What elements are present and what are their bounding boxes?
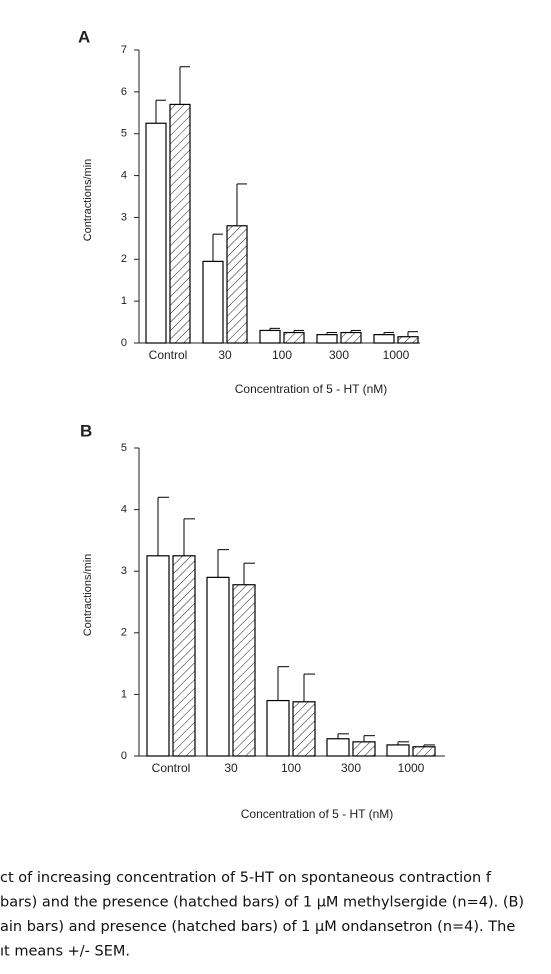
bar	[172, 555, 196, 757]
bar	[169, 103, 191, 344]
bar	[259, 329, 281, 344]
x-tick-label: 100	[272, 348, 292, 362]
y-axis-label: Contractions/min	[82, 159, 94, 242]
bar	[145, 122, 167, 344]
panel-label: A	[78, 27, 90, 46]
caption-line: ct of increasing concentration of 5-HT o…	[0, 870, 492, 886]
panel-label: B	[80, 421, 92, 440]
x-axis-label: Concentration of 5 - HT (nM)	[235, 382, 388, 396]
bar	[292, 701, 316, 757]
x-tick-label: 1000	[383, 348, 410, 362]
y-tick-label: 3	[121, 211, 127, 223]
x-tick-label: 30	[224, 761, 238, 775]
x-tick-label: 30	[218, 348, 232, 362]
y-tick-label: 4	[121, 504, 127, 516]
x-tick-label: 300	[329, 348, 349, 362]
x-tick-label: 300	[341, 761, 361, 775]
bar	[206, 576, 230, 757]
bar	[340, 331, 362, 344]
y-tick-label: 5	[121, 442, 127, 454]
caption-line: bars) and the presence (hatched bars) of…	[0, 895, 524, 911]
bar	[146, 555, 170, 757]
bar	[202, 260, 224, 344]
caption-line: ıt means +/- SEM.	[0, 944, 130, 960]
y-tick-label: 2	[121, 627, 127, 639]
y-tick-label: 0	[121, 337, 127, 349]
y-tick-label: 1	[121, 295, 127, 307]
bar	[226, 225, 248, 344]
bar	[386, 744, 410, 757]
bar	[397, 336, 419, 344]
bar	[316, 334, 338, 344]
bar	[283, 331, 305, 344]
bar	[412, 746, 436, 757]
y-tick-label: 0	[121, 750, 127, 762]
y-tick-label: 2	[121, 253, 127, 265]
y-tick-label: 4	[121, 169, 127, 181]
y-tick-label: 1	[121, 688, 127, 700]
y-tick-label: 6	[121, 86, 127, 98]
bar	[266, 699, 290, 757]
bar	[326, 738, 350, 757]
bar	[232, 584, 256, 757]
x-axis-label: Concentration of 5 - HT (nM)	[241, 807, 394, 821]
x-tick-label: 100	[281, 761, 301, 775]
y-tick-label: 5	[121, 128, 127, 140]
y-tick-label: 3	[121, 565, 127, 577]
y-tick-label: 7	[121, 44, 127, 56]
y-axis-label: Contractions/min	[82, 554, 94, 637]
x-tick-label: Control	[152, 761, 191, 775]
bar	[373, 334, 395, 344]
x-tick-label: 1000	[398, 761, 425, 775]
caption-line: ain bars) and presence (hatched bars) of…	[0, 919, 515, 935]
x-tick-label: Control	[149, 348, 188, 362]
bar	[352, 741, 376, 757]
